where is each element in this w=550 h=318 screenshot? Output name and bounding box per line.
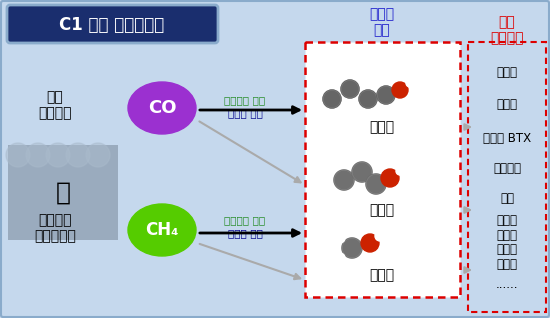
- Circle shape: [46, 143, 70, 167]
- Text: 부탄올: 부탄올: [370, 120, 394, 134]
- FancyBboxPatch shape: [7, 5, 218, 43]
- Circle shape: [352, 162, 372, 182]
- Text: 세일가스
바이오가스: 세일가스 바이오가스: [34, 213, 76, 243]
- Text: C1 가스 리파이너리: C1 가스 리파이너리: [59, 16, 164, 34]
- Text: 고분자
단량체: 고분자 단량체: [497, 214, 518, 242]
- Circle shape: [352, 162, 372, 182]
- Ellipse shape: [128, 204, 196, 256]
- Circle shape: [361, 234, 379, 252]
- Circle shape: [392, 82, 408, 98]
- Text: 화학적 전환: 화학적 전환: [228, 228, 262, 238]
- Bar: [305, 42, 460, 297]
- Circle shape: [335, 253, 345, 263]
- Circle shape: [342, 238, 362, 258]
- Circle shape: [366, 174, 386, 194]
- Circle shape: [66, 143, 90, 167]
- Text: 탄화수소: 탄화수소: [493, 162, 521, 175]
- Text: 유기산: 유기산: [497, 99, 518, 112]
- Text: 올레핀: 올레핀: [497, 66, 518, 79]
- Text: 아민: 아민: [500, 191, 514, 204]
- Text: 화학적 전환: 화학적 전환: [228, 108, 262, 118]
- Circle shape: [335, 233, 345, 243]
- Circle shape: [359, 90, 377, 108]
- Circle shape: [6, 143, 30, 167]
- Circle shape: [26, 143, 50, 167]
- Text: 메탄올: 메탄올: [370, 268, 394, 282]
- Circle shape: [342, 238, 362, 258]
- Circle shape: [366, 174, 386, 194]
- Bar: [468, 42, 546, 312]
- Circle shape: [375, 231, 385, 241]
- Circle shape: [381, 169, 399, 187]
- Text: CO: CO: [148, 99, 176, 117]
- Circle shape: [334, 170, 354, 190]
- Text: 산업
부생가스: 산업 부생가스: [39, 90, 72, 120]
- Text: 생물막적 전환: 생물막적 전환: [224, 215, 266, 225]
- Text: 🏭: 🏭: [56, 181, 70, 205]
- Text: 수송용
연료: 수송용 연료: [370, 7, 394, 37]
- Ellipse shape: [128, 82, 196, 134]
- Text: CH₄: CH₄: [145, 221, 179, 239]
- Circle shape: [396, 167, 404, 175]
- Bar: [8, 145, 118, 240]
- Text: 생물막적 전환: 생물막적 전환: [224, 95, 266, 105]
- Circle shape: [345, 225, 355, 235]
- Text: ......: ......: [496, 279, 518, 292]
- Circle shape: [323, 90, 341, 108]
- Circle shape: [86, 143, 110, 167]
- Circle shape: [406, 79, 414, 87]
- Text: 고분자
단량체: 고분자 단량체: [497, 243, 518, 271]
- Circle shape: [341, 80, 359, 98]
- Text: 방향족 BTX: 방향족 BTX: [483, 132, 531, 144]
- Circle shape: [323, 90, 341, 108]
- Circle shape: [359, 90, 377, 108]
- Circle shape: [341, 80, 359, 98]
- Circle shape: [334, 170, 354, 190]
- Circle shape: [377, 86, 395, 104]
- Text: 기초
화학원료: 기초 화학원료: [490, 15, 524, 45]
- Circle shape: [377, 86, 395, 104]
- Text: 에탄올: 에탄올: [370, 203, 394, 217]
